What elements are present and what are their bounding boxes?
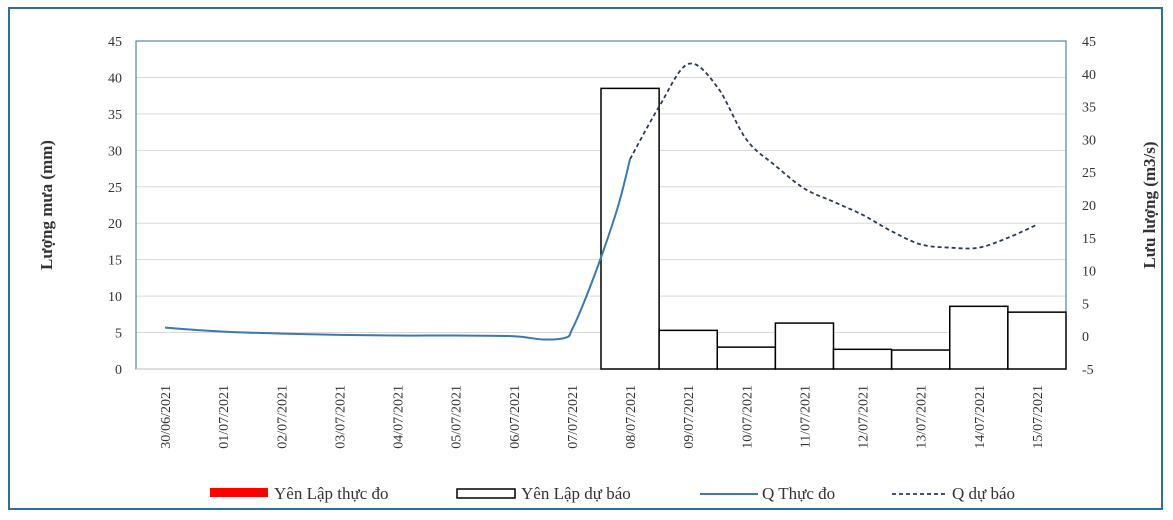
x-tick-label: 09/07/2021	[682, 385, 697, 449]
x-tick-label: 30/06/2021	[159, 385, 174, 449]
x-tick-label: 14/07/2021	[973, 385, 988, 449]
x-tick-label: 02/07/2021	[275, 385, 290, 449]
bar-13/07/2021	[890, 349, 951, 370]
bar-15/07/2021	[1007, 311, 1067, 370]
x-tick-label: 03/07/2021	[333, 385, 348, 449]
y-right-tick-label: 10	[1082, 265, 1096, 280]
y-right-tick-label: 15	[1082, 232, 1096, 247]
y-left-tick-label: 45	[108, 35, 122, 50]
x-tick-label: 12/07/2021	[857, 385, 872, 449]
bar-12/07/2021	[832, 348, 893, 370]
y-right-tick-label: 35	[1082, 101, 1096, 116]
y-right-tick-label: 5	[1082, 297, 1089, 312]
bar-11/07/2021	[774, 322, 835, 370]
y-right-tick-label: 20	[1082, 199, 1096, 214]
y-left-tick-label: 10	[108, 290, 122, 305]
bar-08/07/2021	[600, 87, 660, 370]
y-right-tick-label: 30	[1082, 133, 1096, 148]
legend-label-yen-lap-thuc-do: Yên Lập thực đo	[274, 484, 388, 503]
bar-09/07/2021	[658, 329, 718, 370]
y-right-tick-label: 45	[1082, 35, 1096, 50]
y-left-tick-label: 0	[115, 363, 122, 378]
y-right-tick-label: 40	[1082, 68, 1096, 83]
x-tick-label: 13/07/2021	[915, 385, 930, 449]
x-tick-label: 08/07/2021	[624, 385, 639, 449]
legend-swatch-yen-lap-thuc-do	[210, 488, 268, 497]
y-right-tick-label: 25	[1082, 166, 1096, 181]
x-tick-label: 05/07/2021	[450, 385, 465, 449]
x-tick-label: 07/07/2021	[566, 385, 581, 449]
y-right-axis-title: Lưu lượng (m3/s)	[1140, 141, 1159, 268]
legend-label-q-du-bao: Q dự báo	[952, 484, 1015, 503]
x-tick-label: 06/07/2021	[508, 385, 523, 449]
legend-label-q-thuc-do: Q Thực đo	[762, 484, 835, 503]
y-right-tick-label: 0	[1082, 330, 1089, 345]
y-left-tick-label: 25	[108, 181, 122, 196]
x-tick-label: 01/07/2021	[217, 385, 232, 449]
line-q-thuc-do	[164, 158, 632, 341]
x-tick-label: 10/07/2021	[740, 385, 755, 449]
chart-frame	[8, 7, 1163, 510]
bar-10/07/2021	[716, 346, 777, 370]
y-left-tick-label: 30	[108, 144, 122, 159]
bar-14/07/2021	[949, 305, 1009, 370]
y-left-tick-label: 5	[115, 327, 122, 342]
y-left-tick-label: 35	[108, 108, 122, 123]
legend-label-yen-lap-du-bao: Yên Lập dự báo	[521, 484, 631, 503]
x-tick-label: 11/07/2021	[798, 385, 813, 448]
y-left-tick-label: 20	[108, 217, 122, 232]
y-left-tick-label: 15	[108, 254, 122, 269]
y-right-tick-label: -5	[1082, 363, 1094, 378]
legend-swatch-yen-lap-du-bao	[456, 488, 516, 499]
y-left-axis-title: Lượng mưa (mm)	[37, 140, 56, 270]
x-tick-label: 04/07/2021	[392, 385, 407, 449]
y-left-tick-label: 40	[108, 71, 122, 86]
line-q-du-bao	[629, 62, 1038, 250]
x-tick-label: 15/07/2021	[1031, 385, 1046, 449]
